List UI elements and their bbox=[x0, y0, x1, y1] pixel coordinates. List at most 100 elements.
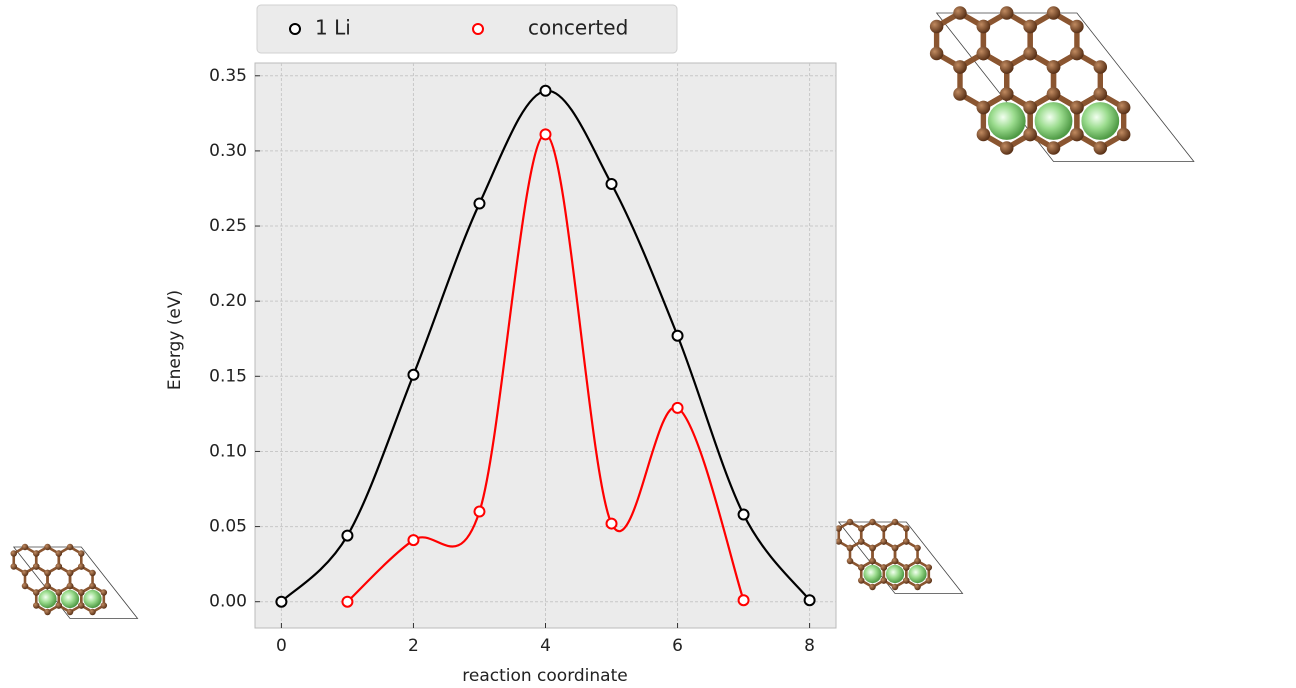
carbon-atom bbox=[869, 545, 876, 552]
carbon-atom bbox=[847, 558, 854, 565]
carbon-atom bbox=[930, 47, 944, 61]
carbon-atom bbox=[33, 550, 40, 557]
carbon-atom bbox=[1070, 128, 1084, 142]
carbon-atom bbox=[881, 538, 888, 545]
lithium-atom bbox=[83, 590, 101, 608]
carbon-atom bbox=[78, 602, 85, 609]
carbon-atom bbox=[1070, 47, 1084, 61]
carbon-atom bbox=[1000, 141, 1014, 155]
y-tick-label: 0.30 bbox=[209, 141, 247, 161]
carbon-atom bbox=[1000, 87, 1014, 101]
lithium-atom bbox=[908, 565, 926, 583]
carbon-atom bbox=[1023, 101, 1037, 115]
data-point bbox=[739, 595, 749, 605]
carbon-atom bbox=[67, 583, 74, 590]
legend-marker bbox=[290, 24, 300, 34]
data-point bbox=[673, 403, 683, 413]
lithium-atom bbox=[1081, 102, 1119, 140]
carbon-atom bbox=[847, 545, 854, 552]
carbon-atom bbox=[953, 6, 967, 20]
carbon-atom bbox=[1023, 47, 1037, 61]
carbon-atom bbox=[89, 570, 96, 577]
legend-label: 1 Li bbox=[315, 16, 351, 40]
x-tick-label: 4 bbox=[540, 636, 551, 656]
legend-marker bbox=[473, 24, 483, 34]
data-point bbox=[474, 507, 484, 517]
lithium-atom bbox=[886, 565, 904, 583]
y-tick-label: 0.15 bbox=[209, 366, 247, 386]
y-tick-label: 0.20 bbox=[209, 291, 247, 311]
lithium-atom bbox=[1035, 102, 1073, 140]
carbon-atom bbox=[44, 583, 51, 590]
carbon-atom bbox=[56, 550, 63, 557]
carbon-atom bbox=[869, 558, 876, 565]
carbon-atom bbox=[953, 60, 967, 74]
carbon-atom bbox=[1094, 60, 1108, 74]
carbon-atom bbox=[892, 519, 899, 526]
carbon-atom bbox=[78, 563, 85, 570]
legend-label: concerted bbox=[528, 16, 628, 40]
carbon-atom bbox=[22, 570, 29, 577]
carbon-atom bbox=[1094, 87, 1108, 101]
data-point bbox=[739, 510, 749, 520]
carbon-atom bbox=[89, 609, 96, 616]
carbon-atom bbox=[903, 577, 910, 584]
carbon-atom bbox=[1117, 128, 1131, 142]
data-point bbox=[342, 531, 352, 541]
carbon-atom bbox=[881, 577, 888, 584]
lithium-atom bbox=[38, 590, 56, 608]
y-tick-label: 0.00 bbox=[209, 592, 247, 612]
carbon-atom bbox=[56, 563, 63, 570]
lithium-atom bbox=[988, 102, 1026, 140]
carbon-atom bbox=[33, 589, 40, 596]
carbon-atom bbox=[914, 545, 921, 552]
carbon-atom bbox=[977, 128, 991, 142]
carbon-atom bbox=[44, 544, 51, 551]
data-point bbox=[408, 535, 418, 545]
carbon-atom bbox=[869, 519, 876, 526]
x-tick-label: 2 bbox=[408, 636, 419, 656]
carbon-atom bbox=[1070, 20, 1084, 34]
carbon-atom bbox=[869, 584, 876, 591]
carbon-atom bbox=[892, 558, 899, 565]
carbon-atom bbox=[903, 525, 910, 532]
carbon-atom bbox=[858, 538, 865, 545]
carbon-atom bbox=[10, 563, 16, 570]
carbon-atom bbox=[22, 583, 29, 590]
data-point bbox=[342, 597, 352, 607]
x-axis-label: reaction coordinate bbox=[462, 666, 627, 686]
y-tick-label: 0.05 bbox=[209, 517, 247, 537]
x-tick-label: 8 bbox=[804, 636, 815, 656]
carbon-atom bbox=[1117, 101, 1131, 115]
lithium-atom bbox=[61, 590, 79, 608]
data-point bbox=[541, 86, 551, 96]
data-point bbox=[673, 331, 683, 341]
chart: 0.000.050.100.150.200.250.300.3502468 re… bbox=[0, 0, 1296, 688]
carbon-atom bbox=[1000, 6, 1014, 20]
carbon-atom bbox=[1047, 6, 1061, 20]
carbon-atom bbox=[44, 570, 51, 577]
carbon-atom bbox=[44, 609, 51, 616]
y-tick-label: 0.35 bbox=[209, 66, 247, 86]
carbon-atom bbox=[903, 564, 910, 571]
carbon-atom bbox=[56, 589, 63, 596]
x-tick-label: 6 bbox=[672, 636, 683, 656]
data-point bbox=[607, 519, 617, 529]
carbon-atom bbox=[892, 584, 899, 591]
carbon-atom bbox=[67, 570, 74, 577]
data-point bbox=[541, 129, 551, 139]
carbon-atom bbox=[847, 519, 854, 526]
x-tick-label: 0 bbox=[276, 636, 287, 656]
carbon-atom bbox=[858, 525, 865, 532]
carbon-atom bbox=[926, 577, 933, 584]
carbon-atom bbox=[1023, 128, 1037, 142]
carbon-atom bbox=[977, 47, 991, 61]
carbon-atom bbox=[914, 558, 921, 565]
carbon-atom bbox=[977, 101, 991, 115]
carbon-atom bbox=[1047, 87, 1061, 101]
carbon-atom bbox=[89, 583, 96, 590]
carbon-atom bbox=[930, 20, 944, 34]
data-point bbox=[805, 595, 815, 605]
lithium-atom bbox=[863, 565, 881, 583]
y-tick-label: 0.25 bbox=[209, 216, 247, 236]
